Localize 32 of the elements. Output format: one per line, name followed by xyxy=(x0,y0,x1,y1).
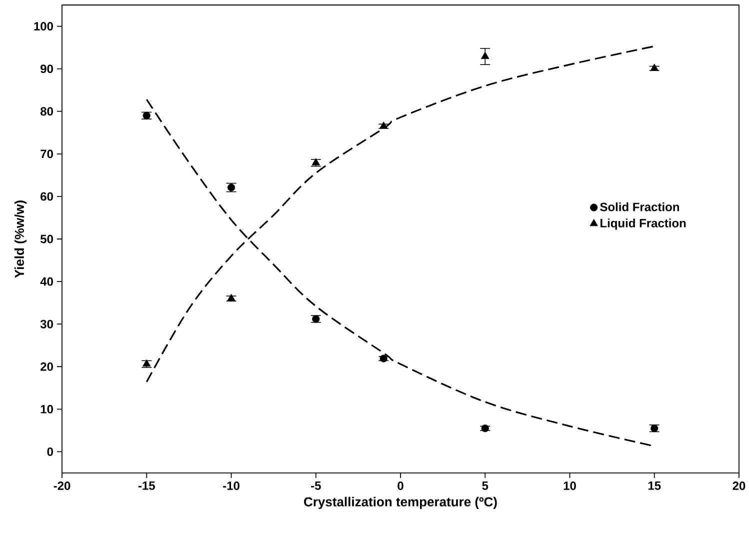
legend-label: Liquid Fraction xyxy=(600,218,686,230)
y-tick-label: 40 xyxy=(40,277,53,286)
x-axis-title: Crystallization temperature (ºC) xyxy=(304,496,497,509)
y-tick-label: 10 xyxy=(40,404,53,414)
y-tick-label: 90 xyxy=(40,64,53,74)
point xyxy=(142,112,150,120)
x-tick-label: 10 xyxy=(564,482,576,490)
y-tick-label: 20 xyxy=(40,362,53,371)
x-tick-label: -20 xyxy=(54,482,70,490)
point xyxy=(650,64,658,71)
x-tick-label: -15 xyxy=(138,482,155,490)
y-tick-label: 60 xyxy=(40,192,53,201)
y-tick-label: 80 xyxy=(40,107,53,116)
point xyxy=(312,315,320,323)
y-tick-label: 70 xyxy=(40,150,53,158)
point xyxy=(379,122,388,129)
y-tick-label: 30 xyxy=(40,320,53,328)
y-tick-label: 100 xyxy=(34,22,53,31)
x-tick-label: 20 xyxy=(732,482,746,490)
legend-label: Solid Fraction xyxy=(600,202,679,212)
x-tick-label: -5 xyxy=(311,482,321,490)
y-tick-label: 50 xyxy=(40,234,53,244)
point xyxy=(481,424,489,432)
x-tick-label: -10 xyxy=(223,482,240,490)
x-tick-label: 0 xyxy=(398,482,404,490)
point xyxy=(650,424,658,432)
y-tick-label: 0 xyxy=(47,447,53,456)
x-tick-label: 5 xyxy=(482,482,488,490)
point xyxy=(227,294,236,302)
x-tick-label: 15 xyxy=(648,482,661,490)
point xyxy=(481,52,490,59)
y-axis-title: Yield (%w/w) xyxy=(14,200,27,278)
